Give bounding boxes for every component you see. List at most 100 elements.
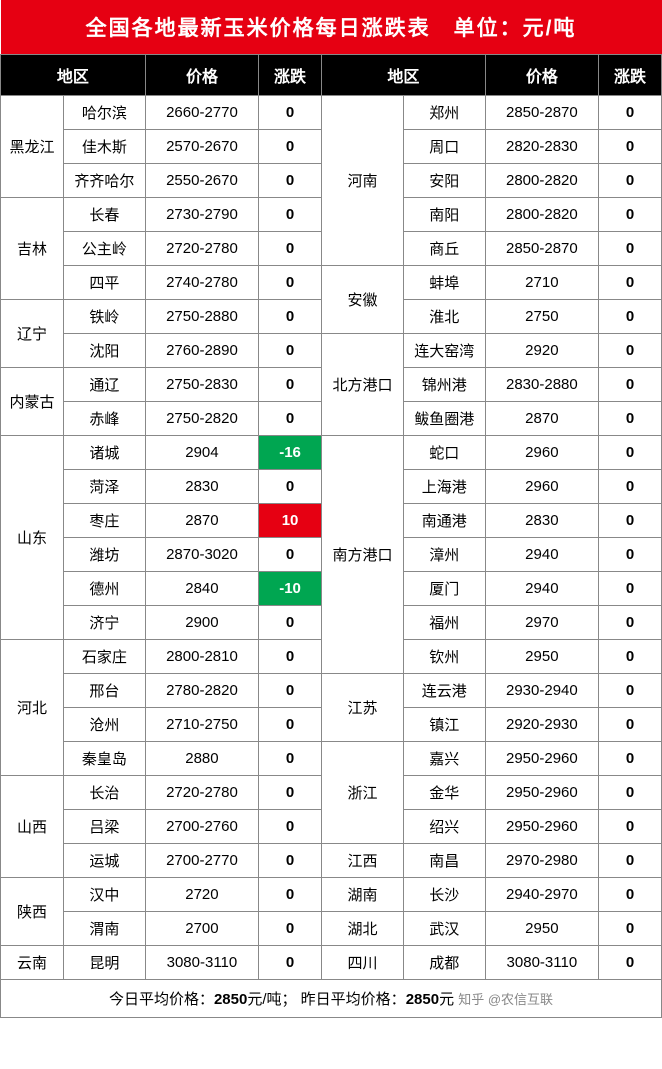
change-cell: 0: [259, 470, 322, 504]
province-cell: 陕西: [1, 878, 64, 946]
price-cell: 2800-2820: [485, 164, 598, 198]
change-cell: -10: [259, 572, 322, 606]
price-cell: 2710: [485, 266, 598, 300]
price-cell: 2720-2780: [145, 232, 258, 266]
price-cell: 2830: [485, 504, 598, 538]
header-price-1: 价格: [145, 55, 258, 96]
header-region-1: 地区: [1, 55, 146, 96]
city-cell: 绍兴: [403, 810, 485, 844]
city-cell: 齐齐哈尔: [63, 164, 145, 198]
price-cell: 2720-2780: [145, 776, 258, 810]
change-cell: 0: [259, 538, 322, 572]
province-cell: 山西: [1, 776, 64, 878]
change-cell: 0: [599, 232, 662, 266]
footer-today-label: 今日平均价格：: [109, 991, 214, 1008]
price-cell: 2820-2830: [485, 130, 598, 164]
city-cell: 南阳: [403, 198, 485, 232]
province-cell: 内蒙古: [1, 368, 64, 436]
city-cell: 漳州: [403, 538, 485, 572]
change-cell: 0: [259, 164, 322, 198]
change-cell: 0: [259, 776, 322, 810]
city-cell: 昆明: [63, 946, 145, 980]
table-row: 陕西汉中27200湖南长沙2940-29700: [1, 878, 662, 912]
price-cell: 3080-3110: [485, 946, 598, 980]
city-cell: 四平: [63, 266, 145, 300]
change-cell: 0: [599, 130, 662, 164]
change-cell: 0: [259, 232, 322, 266]
province-cell: 辽宁: [1, 300, 64, 368]
province-cell: 河北: [1, 640, 64, 776]
change-cell: 0: [259, 368, 322, 402]
price-cell: 2950: [485, 640, 598, 674]
city-cell: 沧州: [63, 708, 145, 742]
change-cell: 0: [599, 776, 662, 810]
change-cell: 0: [599, 844, 662, 878]
province-cell: 浙江: [322, 742, 404, 844]
change-cell: 0: [599, 198, 662, 232]
city-cell: 镇江: [403, 708, 485, 742]
change-cell: 0: [259, 640, 322, 674]
change-cell: 0: [259, 96, 322, 130]
price-cell: 2700: [145, 912, 258, 946]
city-cell: 菏泽: [63, 470, 145, 504]
price-cell: 2800-2820: [485, 198, 598, 232]
header-price-2: 价格: [485, 55, 598, 96]
table-row: 山东诸城2904-16南方港口蛇口29600: [1, 436, 662, 470]
change-cell: 0: [259, 844, 322, 878]
province-cell: 湖北: [322, 912, 404, 946]
change-cell: 0: [259, 606, 322, 640]
price-cell: 2950-2960: [485, 742, 598, 776]
city-cell: 赤峰: [63, 402, 145, 436]
price-cell: 2950: [485, 912, 598, 946]
change-cell: 0: [599, 164, 662, 198]
price-cell: 2760-2890: [145, 334, 258, 368]
province-cell: 吉林: [1, 198, 64, 300]
city-cell: 嘉兴: [403, 742, 485, 776]
change-cell: 10: [259, 504, 322, 538]
price-cell: 2970: [485, 606, 598, 640]
city-cell: 汉中: [63, 878, 145, 912]
price-cell: 2940-2970: [485, 878, 598, 912]
price-cell: 2750-2830: [145, 368, 258, 402]
table-row: 云南昆明3080-31100四川成都3080-31100: [1, 946, 662, 980]
city-cell: 商丘: [403, 232, 485, 266]
change-cell: 0: [259, 300, 322, 334]
price-cell: 2550-2670: [145, 164, 258, 198]
change-cell: 0: [599, 572, 662, 606]
city-cell: 长春: [63, 198, 145, 232]
city-cell: 佳木斯: [63, 130, 145, 164]
footer-yest-value: 2850: [406, 991, 439, 1008]
province-cell: 安徽: [322, 266, 404, 334]
price-cell: 2960: [485, 436, 598, 470]
change-cell: 0: [599, 742, 662, 776]
city-cell: 沈阳: [63, 334, 145, 368]
price-cell: 2750: [485, 300, 598, 334]
change-cell: 0: [599, 300, 662, 334]
corn-price-table: 全国各地最新玉米价格每日涨跌表 单位：元/吨 地区 价格 涨跌 地区 价格 涨跌…: [0, 0, 662, 1018]
price-cell: 2570-2670: [145, 130, 258, 164]
table-title: 全国各地最新玉米价格每日涨跌表 单位：元/吨: [1, 0, 662, 55]
city-cell: 运城: [63, 844, 145, 878]
table-row: 黑龙江哈尔滨2660-27700河南郑州2850-28700: [1, 96, 662, 130]
city-cell: 南昌: [403, 844, 485, 878]
province-cell: 河南: [322, 96, 404, 266]
price-cell: 2870: [485, 402, 598, 436]
city-cell: 长沙: [403, 878, 485, 912]
change-cell: 0: [259, 130, 322, 164]
footer-yest-label: 昨日平均价格：: [301, 991, 406, 1008]
city-cell: 武汉: [403, 912, 485, 946]
province-cell: 山东: [1, 436, 64, 640]
price-cell: 2920: [485, 334, 598, 368]
province-cell: 黑龙江: [1, 96, 64, 198]
city-cell: 南通港: [403, 504, 485, 538]
city-cell: 淮北: [403, 300, 485, 334]
price-cell: 2740-2780: [145, 266, 258, 300]
table-row: 邢台2780-28200江苏连云港2930-29400: [1, 674, 662, 708]
province-cell: 南方港口: [322, 436, 404, 674]
price-cell: 2710-2750: [145, 708, 258, 742]
change-cell: 0: [599, 606, 662, 640]
price-cell: 2830: [145, 470, 258, 504]
city-cell: 济宁: [63, 606, 145, 640]
city-cell: 金华: [403, 776, 485, 810]
change-cell: 0: [259, 402, 322, 436]
